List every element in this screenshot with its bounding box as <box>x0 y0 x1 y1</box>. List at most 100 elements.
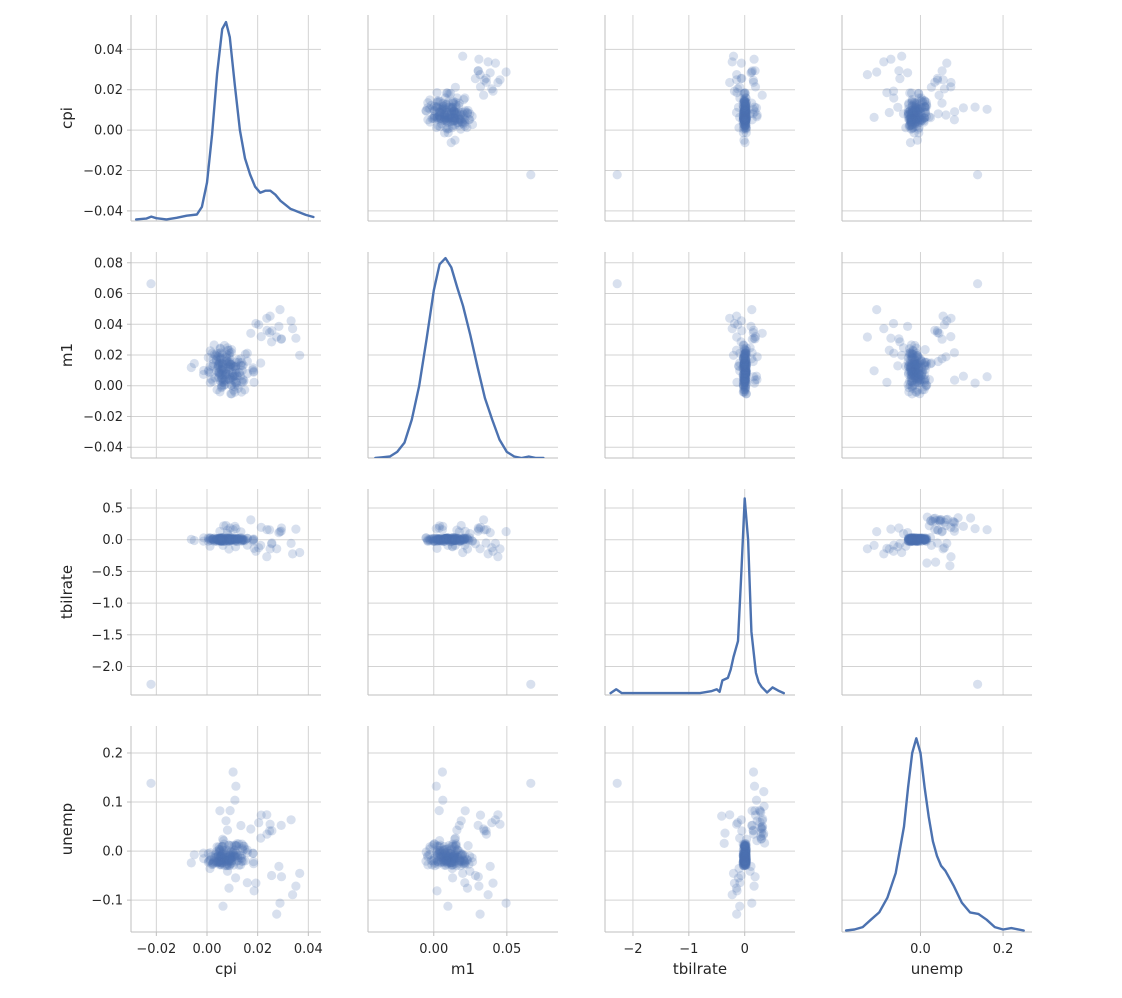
scatter-point <box>217 535 227 545</box>
scatter-point <box>912 377 922 387</box>
scatter-point <box>910 535 920 545</box>
scatter-point <box>739 97 749 107</box>
scatter-point <box>222 825 233 835</box>
scatter-point <box>434 534 444 544</box>
scatter-point <box>913 363 924 373</box>
scatter-point <box>741 103 751 113</box>
scatter-point <box>435 842 445 852</box>
scatter-point <box>455 109 465 119</box>
scatter-point <box>752 112 762 122</box>
scatter-point <box>913 534 923 544</box>
scatter-point <box>906 533 916 543</box>
scatter-point <box>741 113 751 123</box>
scatter-point <box>740 851 750 861</box>
scatter-point <box>429 535 439 546</box>
scatter-point <box>739 852 749 862</box>
scatter-point <box>444 535 454 545</box>
scatter-point <box>444 112 454 122</box>
scatter-point <box>897 350 907 360</box>
scatter-point <box>217 851 228 862</box>
scatter-point <box>747 66 757 76</box>
scatter-point <box>450 856 460 866</box>
scatter-point <box>242 540 252 550</box>
scatter-point <box>888 318 899 329</box>
scatter-point <box>913 113 924 123</box>
scatter-point <box>759 787 769 797</box>
scatter-point <box>444 534 454 544</box>
scatter-point <box>449 535 459 545</box>
scatter-point <box>738 848 749 858</box>
scatter-point <box>914 363 924 373</box>
scatter-point <box>238 360 248 370</box>
scatter-point <box>223 849 233 859</box>
scatter-point <box>926 516 936 526</box>
scatter-point <box>741 116 751 126</box>
scatter-point <box>911 122 921 132</box>
scatter-point <box>916 370 927 380</box>
x-axis-label-tbilrate: tbilrate <box>673 960 727 978</box>
scatter-point <box>450 533 460 543</box>
scatter-point <box>224 374 234 384</box>
scatter-point <box>907 348 917 358</box>
scatter-point <box>450 108 460 118</box>
scatter-point <box>933 109 943 119</box>
x-tick-label: −0.02 <box>136 942 176 957</box>
scatter-point <box>224 846 234 856</box>
scatter-point <box>217 380 227 390</box>
scatter-point <box>741 108 751 118</box>
scatter-point <box>930 325 940 335</box>
scatter-point <box>458 118 468 128</box>
scatter-point <box>248 848 258 859</box>
scatter-point <box>212 534 222 544</box>
scatter-point <box>217 533 228 543</box>
scatter-point <box>740 852 751 863</box>
scatter-point <box>240 535 250 545</box>
scatter-point <box>907 534 917 544</box>
scatter-point <box>275 898 285 908</box>
y-tick-label: 0.04 <box>94 318 123 333</box>
y-tick-label: −0.02 <box>83 410 123 425</box>
scatter-point <box>526 170 536 180</box>
scatter-point <box>452 861 462 871</box>
scatter-point <box>920 107 930 118</box>
scatter-point <box>920 374 931 384</box>
scatter-point <box>751 795 762 805</box>
scatter-point <box>208 858 218 869</box>
scatter-point <box>740 118 751 128</box>
scatter-point <box>460 534 470 545</box>
scatter-point <box>227 368 237 378</box>
scatter-point <box>739 122 749 132</box>
scatter-point <box>741 115 751 125</box>
scatter-point <box>479 525 489 535</box>
scatter-point <box>217 852 227 862</box>
scatter-point <box>451 535 461 545</box>
scatter-point <box>443 112 453 122</box>
scatter-point <box>226 858 236 869</box>
scatter-point <box>237 357 247 368</box>
scatter-point <box>907 382 917 392</box>
scatter-point <box>425 95 435 105</box>
scatter-point <box>460 107 470 117</box>
scatter-point <box>447 536 457 546</box>
scatter-point <box>930 525 940 535</box>
scatter-point <box>228 370 238 380</box>
scatter-point <box>429 858 440 868</box>
scatter-point <box>740 355 751 365</box>
scatter-point <box>207 348 217 358</box>
scatter-point <box>757 824 767 834</box>
scatter-point <box>449 853 459 864</box>
scatter-point <box>908 111 918 121</box>
scatter-point <box>758 822 768 832</box>
scatter-point <box>740 100 750 110</box>
y-tick-label: 0.5 <box>102 502 123 517</box>
scatter-point <box>903 111 913 121</box>
scatter-point <box>739 360 749 370</box>
scatter-point <box>436 536 447 546</box>
scatter-point <box>909 359 919 370</box>
scatter-point <box>443 128 453 138</box>
scatter-point <box>907 97 917 107</box>
scatter-point <box>212 850 222 860</box>
y-tick-label: 0.04 <box>94 43 123 58</box>
scatter-point <box>907 124 917 134</box>
scatter-point <box>225 806 235 816</box>
